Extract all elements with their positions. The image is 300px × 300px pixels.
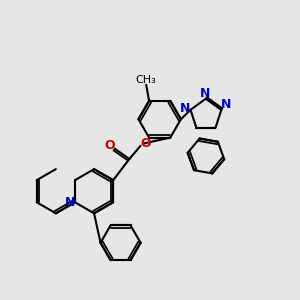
Text: CH₃: CH₃ <box>135 75 156 85</box>
Text: N: N <box>200 87 211 100</box>
Text: N: N <box>221 98 232 111</box>
Text: O: O <box>140 137 151 150</box>
Text: N: N <box>180 102 191 115</box>
Text: O: O <box>104 139 115 152</box>
Text: N: N <box>65 196 75 209</box>
